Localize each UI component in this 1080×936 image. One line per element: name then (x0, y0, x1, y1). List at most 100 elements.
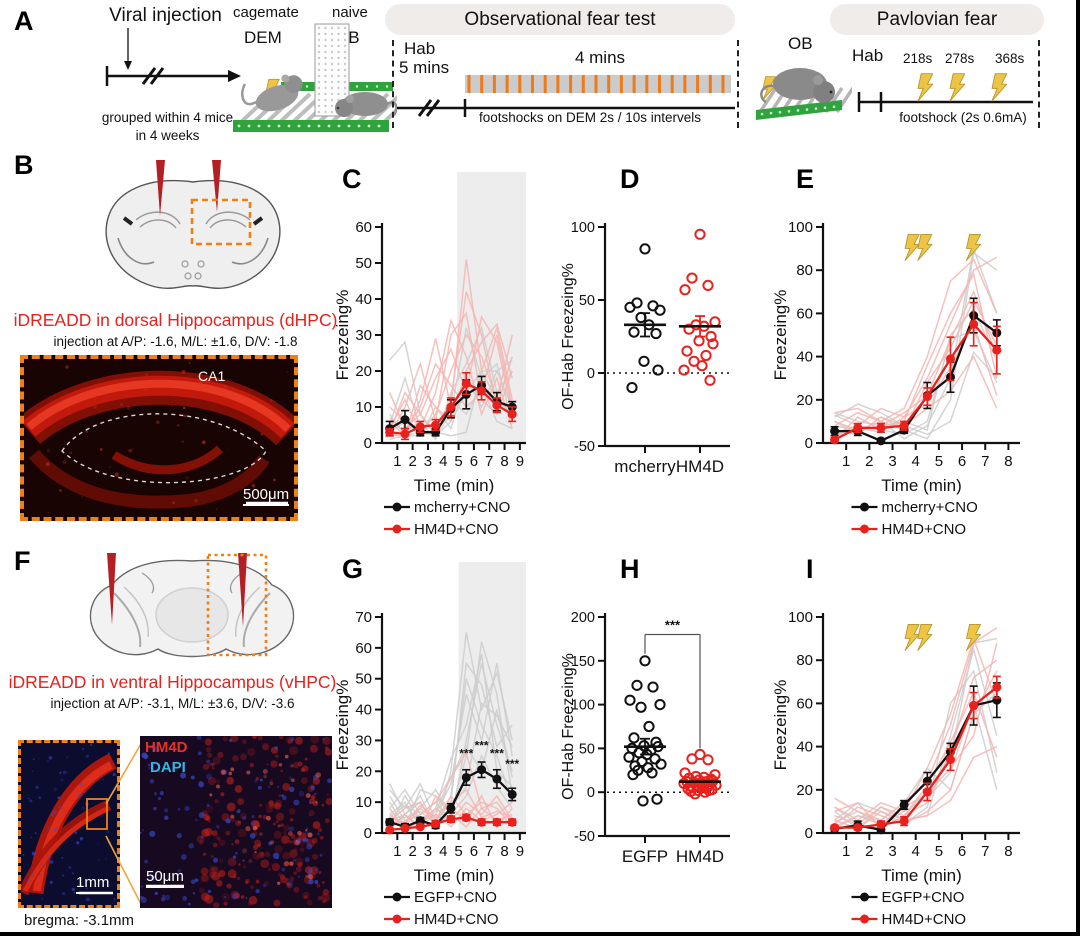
svg-text:3: 3 (424, 453, 432, 470)
svg-text:50: 50 (579, 741, 595, 757)
svg-text:***: *** (665, 618, 681, 633)
panel-h-label: H (620, 554, 640, 584)
dhpc-coordinates: injection at A/P: -1.6, M/L: ±1.6, D/V: … (53, 334, 298, 349)
shock-time-3: 368s (995, 51, 1025, 66)
svg-text:20: 20 (355, 363, 372, 380)
shock-time-1: 218s (903, 51, 933, 66)
svg-text:0: 0 (364, 435, 372, 452)
svg-text:***: *** (490, 746, 504, 760)
panel-d-chart: -50 0 50 100 mcherry HM4D OF-Hab Freezeing% (555, 203, 740, 503)
footshock-caption: footshock (2s 0.6mA) (899, 110, 1027, 125)
viral-injection-label: Viral injection (109, 5, 222, 26)
svg-text:100: 100 (788, 219, 813, 236)
dhpc-scalebar: 500μm (243, 486, 290, 506)
cagemate-label: cagemate (233, 4, 299, 21)
svg-text:2: 2 (408, 453, 416, 470)
svg-text:HM4D+CNO: HM4D+CNO (882, 911, 967, 928)
svg-text:60: 60 (355, 640, 372, 657)
svg-text:6: 6 (958, 843, 966, 860)
svg-text:0: 0 (587, 785, 595, 801)
panel-c-label: C (342, 164, 362, 194)
hm4d-stain-label: HM4D (145, 739, 188, 756)
vhpc-zoom-image (140, 736, 332, 908)
svg-text:0: 0 (364, 825, 372, 842)
svg-text:***: *** (459, 746, 473, 760)
svg-text:1: 1 (842, 453, 850, 470)
panel-f-label: F (14, 546, 31, 576)
svg-text:10: 10 (355, 399, 372, 416)
svg-text:HM4D: HM4D (676, 457, 724, 476)
vhpc-zoom-drawing (140, 736, 332, 908)
svg-text:HM4D+CNO: HM4D+CNO (414, 521, 499, 538)
svg-text:60: 60 (355, 219, 372, 236)
hab-label: Hab (404, 39, 436, 58)
svg-text:7: 7 (981, 843, 989, 860)
svg-text:Time (min): Time (min) (414, 866, 495, 885)
segment-divider-dash-left (392, 40, 394, 128)
svg-text:EGFP+CNO: EGFP+CNO (882, 889, 965, 906)
panel-d-label: D (620, 164, 640, 194)
svg-text:6: 6 (470, 453, 478, 470)
naive-label: naive (332, 4, 368, 21)
panel-g-label: G (342, 554, 364, 584)
svg-text:30: 30 (355, 327, 372, 344)
svg-text:HM4D+CNO: HM4D+CNO (414, 911, 499, 928)
svg-text:Freezeing%: Freezeing% (771, 680, 790, 771)
dapi-stain-label: DAPI (150, 759, 186, 776)
segment-divider-dash-mid (737, 40, 739, 128)
panel-e-chart: 0 20 40 60 80 100 1 2 3 4 5 6 7 8 Freezeing% Time (min)… (770, 170, 1060, 548)
segment-divider-dash-right (1038, 40, 1040, 128)
grouped-caption-line1: grouped within 4 mice (101, 110, 234, 125)
vhpc-title: iDREADD in ventral Hippocampus (vHPC) (8, 672, 337, 692)
svg-text:mcherry+CNO: mcherry+CNO (414, 499, 510, 516)
svg-text:HM4D: HM4D (676, 847, 724, 866)
svg-text:OF-Hab Freezeing%: OF-Hab Freezeing% (560, 653, 577, 800)
svg-text:-50: -50 (574, 829, 595, 845)
svg-text:1: 1 (842, 843, 850, 860)
hab-label-pavlovian: Hab (852, 46, 884, 65)
svg-text:mcherry: mcherry (614, 457, 676, 476)
svg-text:3: 3 (424, 843, 432, 860)
panel-b-label: B (14, 150, 34, 180)
svg-text:0: 0 (587, 366, 595, 382)
panel-g-chart: 0 10 20 30 40 50 60 70 1 2 3 4 5 6 7 8 9 *** *** *** *** Free… (336, 560, 536, 932)
svg-text:4: 4 (912, 453, 920, 470)
svg-text:4: 4 (439, 843, 447, 860)
svg-text:20: 20 (796, 392, 813, 409)
dhpc-title: iDREADD in dorsal Hippocampus (dHPC) (13, 310, 338, 330)
dhpc-fluorescence-image (20, 355, 298, 521)
vhpc-overview-image (18, 740, 120, 908)
svg-text:5: 5 (935, 843, 943, 860)
svg-text:1: 1 (393, 843, 401, 860)
svg-text:1: 1 (393, 453, 401, 470)
svg-text:6: 6 (958, 453, 966, 470)
panel-a-label: A (14, 6, 34, 36)
pavlovian-timeline-drawing (857, 73, 1033, 112)
svg-text:5: 5 (935, 453, 943, 470)
svg-text:5: 5 (454, 453, 462, 470)
vhpc-coordinates: injection at A/P: -3.1, M/L: ±3.6, D/V: … (50, 696, 295, 711)
svg-text:60: 60 (796, 305, 813, 322)
svg-text:8: 8 (500, 843, 508, 860)
svg-text:20: 20 (796, 782, 813, 799)
svg-text:8: 8 (1004, 843, 1012, 860)
svg-text:80: 80 (796, 262, 813, 279)
svg-text:100: 100 (571, 698, 595, 714)
svg-text:-50: -50 (574, 439, 595, 455)
svg-text:40: 40 (355, 702, 372, 719)
svg-text:40: 40 (355, 291, 372, 308)
svg-text:100: 100 (571, 220, 595, 236)
svg-text:80: 80 (796, 652, 813, 669)
svg-text:HM4D+CNO: HM4D+CNO (882, 521, 967, 538)
ob-label-pavlovian: OB (788, 34, 813, 53)
svg-text:70: 70 (355, 609, 372, 626)
pavlovian-fear-header: Pavlovian fear (830, 4, 1044, 35)
svg-text:100: 100 (788, 609, 813, 626)
panel-i-label: I (806, 554, 814, 584)
vhpc-scalebar-1mm: 1mm (76, 874, 110, 894)
svg-text:60: 60 (796, 695, 813, 712)
svg-text:***: *** (475, 739, 489, 753)
svg-text:Time (min): Time (min) (414, 476, 495, 495)
svg-text:mcherry+CNO: mcherry+CNO (882, 499, 978, 516)
svg-text:Freezeing%: Freezeing% (336, 290, 352, 381)
